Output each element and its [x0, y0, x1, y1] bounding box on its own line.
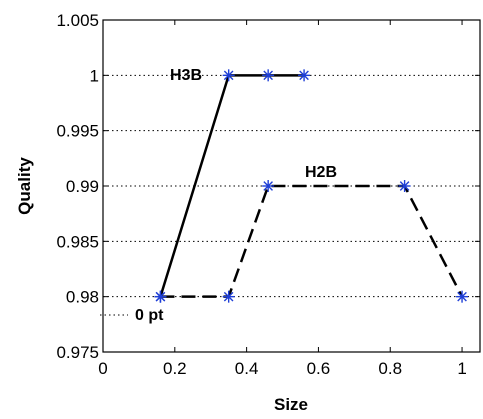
x-axis-ticks: 0 0.2 0.4 0.6 0.8 1: [98, 20, 467, 378]
series-line-h3b: [159, 74, 305, 298]
x-tick-label: 0.4: [235, 359, 259, 378]
y-axis-label: Quality: [15, 157, 34, 215]
data-point: [222, 69, 235, 82]
x-tick-label: 0.6: [307, 359, 331, 378]
series-line-h2b: [160, 184, 464, 298]
y-tick-label: 0.98: [66, 288, 99, 307]
x-axis-label: Size: [274, 395, 308, 414]
x-tick-label: 0.2: [163, 359, 187, 378]
y-tick-label: 0.995: [56, 122, 99, 141]
data-point: [456, 290, 469, 303]
y-tick-label: 0.985: [56, 232, 99, 251]
data-point: [154, 290, 167, 303]
data-point: [262, 180, 275, 192]
grid-lines: [103, 74, 480, 298]
series-markers: [154, 69, 469, 303]
y-axis-ticks: 0.975 0.98 0.985 0.99 0.995 1 1.005: [56, 11, 480, 362]
y-tick-label: 0.975: [56, 343, 99, 362]
x-tick-label: 0.8: [378, 359, 402, 378]
x-tick-label: 0: [98, 359, 107, 378]
series-label-h2b: H2B: [305, 164, 337, 181]
y-tick-label: 1.005: [56, 11, 99, 30]
data-point: [298, 69, 311, 82]
data-point: [222, 290, 235, 303]
annotation-0pt: 0 pt: [135, 307, 164, 324]
series-label-h3b: H3B: [170, 67, 202, 84]
series-lines: [159, 74, 464, 298]
data-point: [262, 69, 275, 82]
data-point: [398, 180, 411, 192]
y-tick-label: 1: [90, 66, 99, 85]
y-tick-label: 0.99: [66, 177, 99, 196]
x-tick-label: 1: [457, 359, 466, 378]
